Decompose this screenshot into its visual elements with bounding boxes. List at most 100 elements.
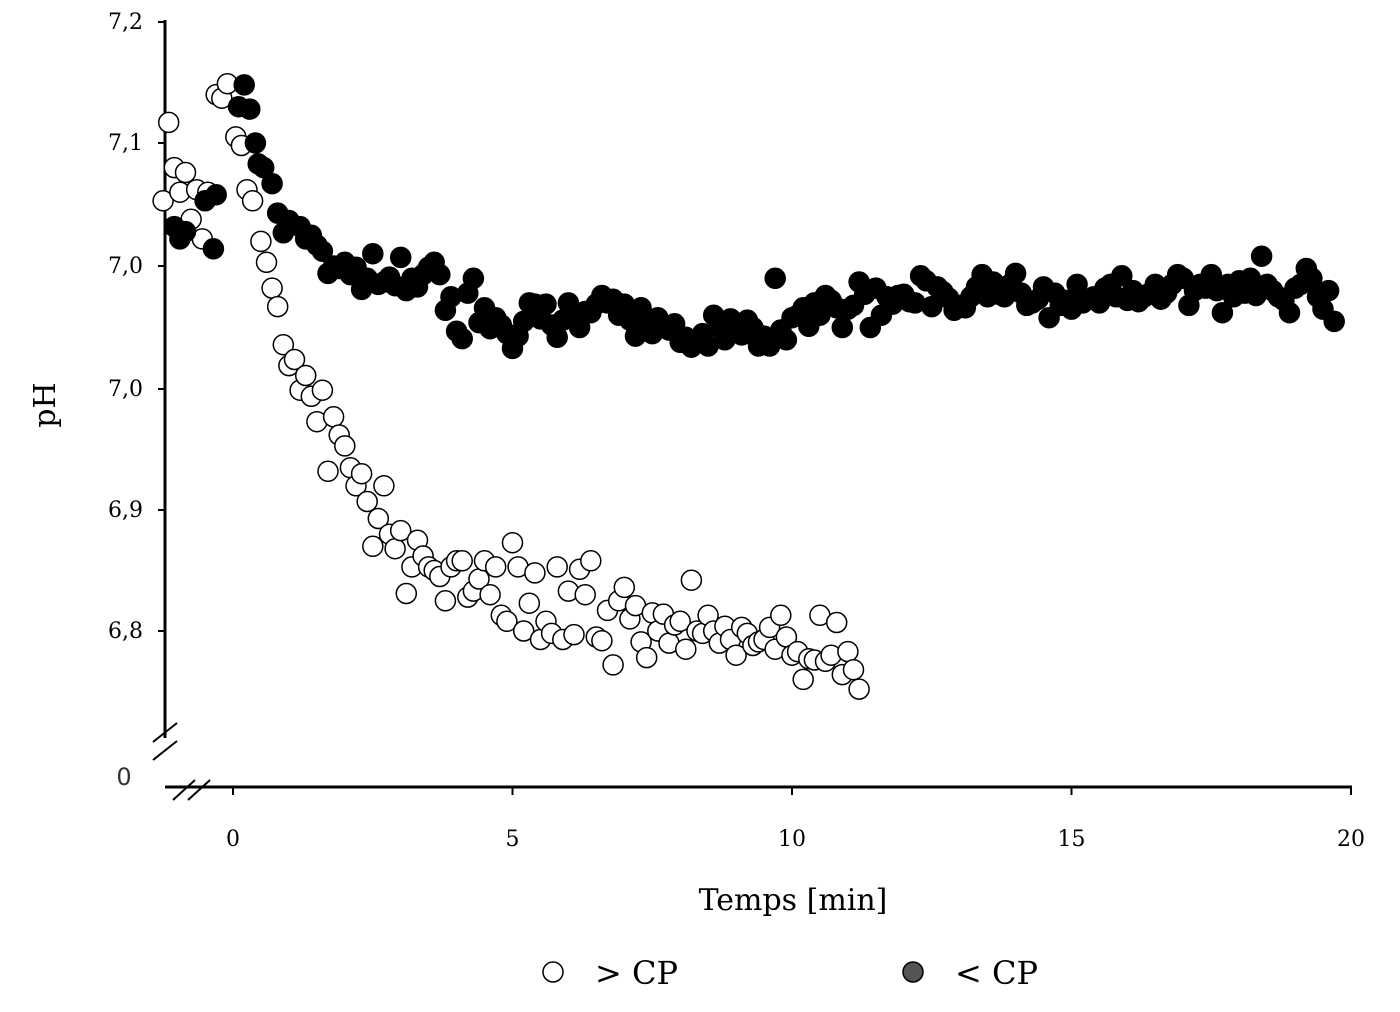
data-point-above-cp bbox=[524, 562, 546, 584]
data-point-above-cp bbox=[518, 592, 541, 614]
data-point-above-cp bbox=[496, 610, 518, 633]
data-point-below-cp bbox=[239, 98, 261, 120]
data-point-above-cp bbox=[250, 230, 272, 253]
x-ticks: 0 5 10 15 20 bbox=[226, 787, 1365, 852]
data-point-above-cp bbox=[261, 277, 283, 299]
data-point-below-cp bbox=[362, 242, 384, 265]
x-tick-label: 15 bbox=[1058, 827, 1086, 852]
data-point-below-cp bbox=[921, 295, 943, 318]
y-break-zero-label: 0 bbox=[116, 763, 131, 791]
data-point-below-cp bbox=[1317, 279, 1340, 302]
data-point-above-cp bbox=[294, 364, 317, 387]
x-tick-label: 0 bbox=[226, 827, 240, 852]
data-point-below-cp bbox=[451, 327, 473, 350]
legend-label-above-cp: > CP bbox=[595, 954, 678, 992]
data-point-above-cp bbox=[635, 646, 658, 669]
x-axis-break-mark bbox=[172, 779, 211, 801]
data-point-above-cp bbox=[283, 348, 306, 371]
y-tick-label: 7,0 bbox=[108, 377, 143, 402]
data-point-above-cp bbox=[322, 406, 345, 428]
y-axis-title: pH bbox=[28, 382, 63, 427]
data-point-below-cp bbox=[311, 240, 334, 262]
data-point-above-cp bbox=[580, 550, 602, 572]
data-point-above-cp bbox=[842, 658, 865, 681]
data-point-above-cp bbox=[792, 668, 814, 691]
y-tick-label: 6,8 bbox=[108, 619, 143, 644]
data-point-above-cp bbox=[602, 654, 624, 676]
data-point-above-cp bbox=[152, 190, 174, 212]
legend-open-circle-marker bbox=[542, 961, 564, 983]
data-point-below-cp bbox=[764, 267, 786, 290]
data-point-above-cp bbox=[334, 435, 356, 457]
data-point-above-cp bbox=[680, 569, 703, 591]
data-point-below-cp bbox=[429, 263, 451, 286]
data-point-above-cp bbox=[451, 550, 473, 572]
data-point-below-cp bbox=[205, 183, 227, 206]
data-point-above-cp bbox=[255, 251, 278, 274]
data-point-above-cp bbox=[479, 583, 501, 606]
data-point-above-cp bbox=[837, 640, 859, 663]
data-point-above-cp bbox=[434, 590, 457, 612]
y-axis-break-mark bbox=[152, 722, 178, 761]
data-point-above-cp bbox=[501, 531, 524, 554]
data-point-below-cp bbox=[831, 316, 854, 339]
y-tick-label: 7,2 bbox=[108, 10, 143, 35]
data-point-below-cp bbox=[244, 132, 267, 154]
legend-filled-circle-marker bbox=[902, 961, 924, 983]
data-point-above-cp bbox=[367, 507, 390, 530]
x-tick-label: 10 bbox=[778, 827, 806, 852]
data-point-above-cp bbox=[311, 379, 334, 401]
y-tick-label: 7,0 bbox=[108, 254, 143, 279]
data-point-above-cp bbox=[373, 475, 395, 497]
data-point-above-cp bbox=[384, 537, 406, 560]
series-above-cp bbox=[152, 72, 870, 700]
series-below-cp bbox=[163, 74, 1345, 360]
data-point-above-cp bbox=[389, 519, 412, 542]
plot-area: 0 7,2 7,1 7,0 7,0 6,9 6,8 0 5 10 15 20 bbox=[108, 10, 1365, 852]
y-tick-label: 6,9 bbox=[108, 498, 143, 523]
data-point-above-cp bbox=[484, 556, 507, 578]
data-point-above-cp bbox=[317, 460, 339, 483]
data-point-above-cp bbox=[825, 611, 848, 634]
data-point-above-cp bbox=[563, 623, 585, 646]
data-point-above-cp bbox=[241, 190, 264, 212]
data-point-below-cp bbox=[535, 293, 557, 315]
data-point-above-cp bbox=[174, 161, 197, 184]
data-point-below-cp bbox=[1323, 310, 1345, 333]
data-point-below-cp bbox=[775, 329, 798, 351]
data-point-below-cp bbox=[1301, 267, 1323, 290]
x-axis-title: Temps [min] bbox=[699, 883, 888, 918]
data-point-above-cp bbox=[362, 535, 384, 558]
data-point-above-cp bbox=[574, 583, 596, 606]
x-tick-label: 5 bbox=[506, 827, 520, 852]
data-point-below-cp bbox=[1278, 301, 1301, 324]
data-point-below-cp bbox=[1250, 245, 1273, 267]
data-point-above-cp bbox=[266, 295, 289, 318]
legend: > CP < CP bbox=[542, 954, 1038, 992]
y-tick-label: 7,1 bbox=[108, 131, 143, 156]
data-point-above-cp bbox=[395, 582, 418, 605]
data-point-above-cp bbox=[591, 629, 613, 652]
data-point-below-cp bbox=[261, 172, 283, 195]
y-ticks: 7,2 7,1 7,0 7,0 6,9 6,8 bbox=[108, 10, 165, 644]
data-point-below-cp bbox=[462, 267, 485, 290]
data-point-above-cp bbox=[613, 576, 636, 599]
data-point-below-cp bbox=[389, 246, 412, 269]
data-point-above-cp bbox=[350, 462, 373, 485]
data-point-above-cp bbox=[157, 111, 180, 134]
data-point-below-cp bbox=[1004, 262, 1027, 285]
data-point-below-cp bbox=[174, 220, 197, 243]
data-point-above-cp bbox=[770, 604, 792, 627]
data-point-above-cp bbox=[546, 556, 568, 578]
data-point-above-cp bbox=[669, 610, 691, 633]
data-point-above-cp bbox=[725, 644, 747, 666]
data-point-above-cp bbox=[848, 678, 870, 700]
data-point-below-cp bbox=[1211, 301, 1234, 324]
data-point-below-cp bbox=[233, 74, 255, 96]
data-point-above-cp bbox=[356, 490, 378, 513]
x-tick-label: 20 bbox=[1337, 827, 1365, 852]
data-point-above-cp bbox=[272, 333, 295, 356]
data-point-above-cp bbox=[512, 620, 535, 642]
data-point-below-cp bbox=[202, 238, 225, 260]
